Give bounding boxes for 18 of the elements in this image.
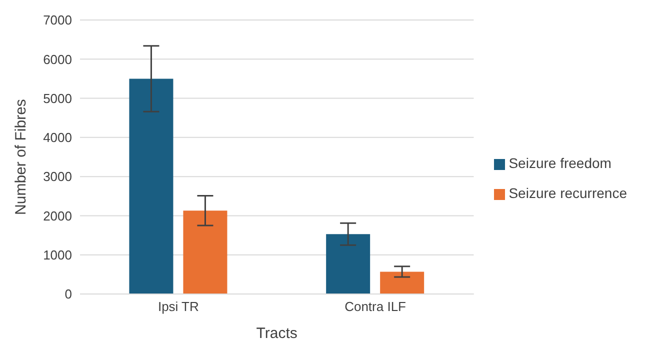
x-tick-label: Ipsi TR — [158, 299, 199, 314]
y-axis-title: Number of Fibres — [12, 99, 30, 215]
bar — [380, 272, 424, 294]
y-tick-label: 1000 — [43, 247, 72, 262]
y-tick-label: 3000 — [43, 169, 72, 184]
legend-label: Seizure freedom — [508, 155, 612, 171]
bar — [129, 78, 174, 294]
bar — [183, 210, 228, 294]
y-tick-label: 4000 — [43, 130, 72, 146]
x-tick-label: Contra ILF — [344, 299, 406, 314]
y-tick-label: 0 — [64, 286, 72, 302]
bar — [326, 234, 370, 294]
x-axis-title: Tracts — [256, 325, 298, 342]
y-tick-label: 7000 — [43, 12, 72, 28]
legend-label: Seizure recurrence — [508, 185, 627, 201]
y-tick-label: 6000 — [43, 52, 72, 67]
y-tick-label: 5000 — [43, 90, 72, 106]
y-tick-label: 2000 — [43, 208, 72, 224]
